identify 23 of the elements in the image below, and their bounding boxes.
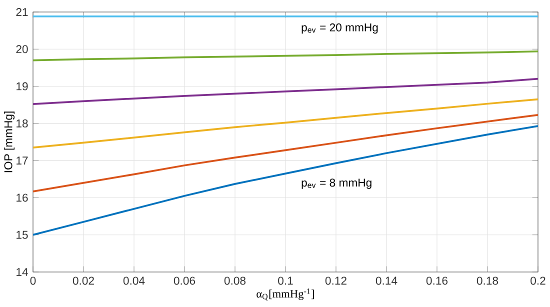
y-tick-label: 15 xyxy=(16,230,28,239)
y-tick-label: 19 xyxy=(16,82,28,90)
y-tick-label: 21 xyxy=(16,8,28,16)
y-tick-label: 14 xyxy=(16,268,28,276)
annotation: p$_{ev}$ = 8 mmHg xyxy=(302,178,372,189)
y-tick-label: 17 xyxy=(16,156,28,164)
x-tick-label: 0.02 xyxy=(72,276,94,285)
y-tick-label: 18 xyxy=(16,119,28,128)
x-tick-label: 0.12 xyxy=(325,276,346,285)
x-tick-label: 0.18 xyxy=(476,276,498,285)
x-tick-label: 0.14 xyxy=(376,276,398,285)
x-tick-label: 0.08 xyxy=(224,276,246,285)
annotation: p$_{ev}$ = 20 mmHg xyxy=(302,23,378,34)
x-tick-label: 0 xyxy=(30,276,36,285)
y-tick-label: 16 xyxy=(16,194,28,202)
x-tick-label: 0.06 xyxy=(174,276,196,285)
x-tick-label: 0.2 xyxy=(530,276,546,285)
x-tick-label: 0.16 xyxy=(426,276,448,285)
y-axis-title: IOP [mmHg] xyxy=(4,112,15,172)
x-tick-label: 0.1 xyxy=(278,276,293,285)
y-tick-label: 20 xyxy=(16,45,28,54)
x-axis-title: α$_{Q}$[mmHg$^{-1}$] xyxy=(256,288,314,300)
x-tick-label: 0.04 xyxy=(123,276,145,285)
